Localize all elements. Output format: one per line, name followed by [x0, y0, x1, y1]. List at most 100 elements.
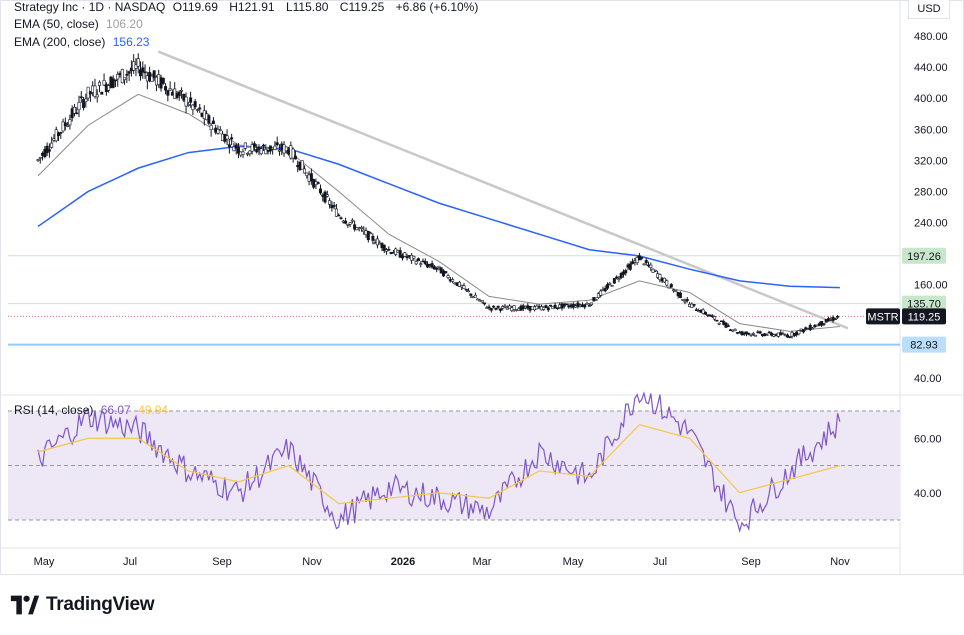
candle-body — [694, 309, 698, 311]
candle-body — [565, 303, 569, 306]
candle-body — [400, 255, 404, 259]
price-marker-bg — [902, 247, 946, 264]
candle-body — [615, 276, 619, 279]
candle-body — [496, 305, 500, 308]
candle-body — [339, 217, 343, 220]
ema200-legend[interactable]: EMA (200, close) 156.23 — [14, 35, 153, 49]
candle-body — [662, 277, 666, 283]
candle-body — [765, 334, 769, 336]
candle-body — [353, 224, 357, 230]
ema200-label: EMA (200, close) — [14, 35, 106, 49]
candle-body — [152, 70, 156, 79]
candle-body — [243, 142, 247, 149]
candle-body — [685, 299, 689, 302]
candle-body — [473, 294, 477, 298]
candle-body — [211, 120, 215, 125]
candle-body — [681, 299, 685, 301]
tradingview-logo[interactable]: TradingView — [10, 594, 155, 616]
candle-body — [653, 269, 657, 272]
candle-body — [164, 86, 168, 91]
candle-body — [248, 150, 252, 155]
candle-body — [366, 230, 370, 241]
candle-body — [303, 168, 307, 174]
candle-body — [284, 146, 288, 152]
candle-body — [457, 281, 461, 287]
rsi-ma-value: 49.94 — [138, 403, 169, 417]
candle-body — [717, 323, 721, 325]
ema50-legend[interactable]: EMA (50, close) 106.20 — [14, 17, 147, 31]
candle-body — [444, 271, 448, 274]
candle-body — [95, 94, 99, 98]
price-marker-bg — [866, 308, 900, 325]
candle-body — [241, 151, 245, 155]
candle-body — [198, 107, 202, 110]
candle-body — [116, 73, 120, 80]
candle-body — [100, 91, 104, 95]
candle-body — [665, 280, 669, 286]
candle-body — [72, 106, 76, 114]
candle-body — [553, 304, 557, 309]
candle-body — [483, 302, 487, 305]
candle-body — [617, 278, 621, 281]
candle-body — [382, 244, 386, 251]
candle-body — [316, 182, 320, 184]
candle-body — [371, 235, 375, 241]
currency-button[interactable]: USD — [908, 0, 950, 19]
candle-body — [57, 132, 61, 136]
candle-body — [186, 104, 190, 106]
candle-body — [430, 263, 434, 268]
candle-body — [387, 249, 391, 251]
candle-body — [102, 79, 106, 86]
candle-body — [250, 144, 254, 152]
candle-body — [749, 333, 753, 336]
symbol-legend[interactable]: Strategy Inc · 1D · NASDAQ O119.69 H121.… — [14, 0, 482, 14]
rsi-legend[interactable]: RSI (14, close) 66.07 49.94 — [14, 403, 172, 417]
candle-body — [649, 264, 653, 269]
candle-body — [437, 265, 441, 268]
candle-body — [166, 90, 170, 96]
candle-body — [134, 64, 138, 69]
candle-body — [599, 290, 603, 296]
candle-body — [505, 307, 509, 310]
candle-body — [667, 286, 671, 289]
candle-body — [744, 331, 748, 335]
candle-body — [195, 109, 199, 111]
candle-body — [273, 145, 277, 150]
rsi-ma-line — [37, 423, 841, 505]
candle-body — [77, 101, 81, 111]
candle-body — [207, 115, 211, 124]
rsi-value: 66.07 — [100, 403, 131, 417]
candle-body — [612, 278, 616, 284]
candle-body — [350, 219, 354, 222]
candle-body — [125, 73, 129, 76]
candle-body — [801, 329, 805, 333]
candle-body — [476, 298, 480, 301]
candle-body — [98, 81, 102, 86]
candle-body — [375, 238, 379, 246]
candle-body — [690, 303, 694, 308]
candle-body — [544, 305, 548, 308]
candle-body — [82, 99, 86, 108]
candle-body — [587, 305, 591, 307]
candle-body — [369, 232, 373, 235]
candle-body — [692, 304, 696, 306]
time-tick-label: May — [563, 556, 584, 568]
candle-body — [113, 79, 117, 82]
ema200-line — [37, 145, 840, 289]
ohlc-low: L115.80 — [285, 0, 329, 14]
rsi-label: RSI (14, close) — [14, 403, 94, 417]
candle-body — [608, 283, 612, 285]
candle-body — [277, 149, 281, 152]
candle-body — [498, 308, 502, 311]
candle-body — [412, 255, 416, 259]
candle-body — [833, 318, 837, 320]
candle-body — [592, 297, 596, 302]
ema50-label: EMA (50, close) — [14, 17, 99, 31]
candle-body — [36, 159, 40, 161]
candle-body — [236, 147, 240, 154]
candle-body — [619, 273, 623, 279]
candle-body — [334, 208, 338, 217]
candle-body — [767, 331, 771, 334]
brand-name: TradingView — [46, 594, 155, 615]
